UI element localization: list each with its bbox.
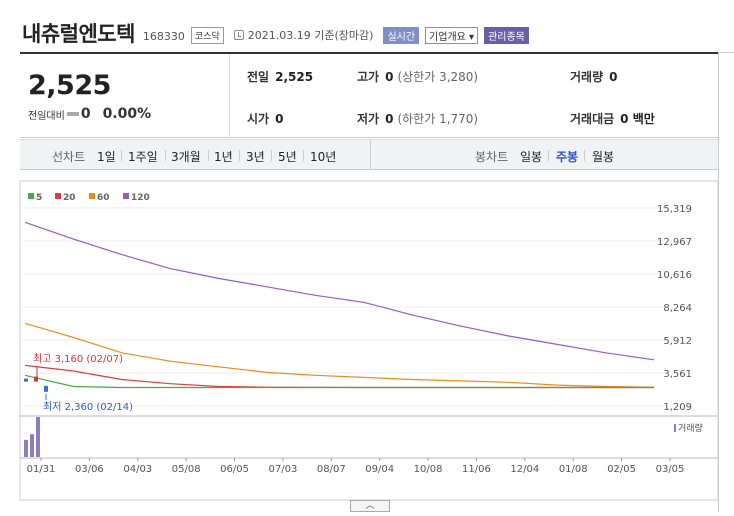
open-label: 시가: [247, 112, 270, 126]
period-1d[interactable]: 1일: [97, 150, 116, 164]
start-marker: [24, 378, 28, 382]
upper-limit: (상한가 3,280): [397, 70, 479, 84]
x-tick-label: 04/03: [123, 464, 152, 475]
legend-label-5: 5: [36, 193, 42, 203]
high-value: 0: [385, 69, 394, 84]
quote-basis: 기준(장마감): [314, 29, 374, 42]
legend-label-20: 20: [63, 193, 76, 203]
low-price: 저가 0 (하한가 1,770): [357, 110, 478, 127]
line-chart-label: 선차트: [52, 150, 86, 164]
current-price: 2,525: [28, 70, 111, 101]
high-marker: [34, 376, 38, 382]
x-tick-label: 07/03: [269, 464, 298, 475]
change-value: 0: [80, 106, 91, 122]
x-tick-label: 09/04: [365, 464, 394, 475]
stock-code: 168330: [142, 29, 185, 43]
x-tick-label: 06/05: [220, 464, 249, 475]
x-tick-label: 10/08: [414, 464, 443, 475]
series-line-120: [24, 221, 655, 361]
volume-label: 거래량: [678, 422, 703, 434]
period-1w[interactable]: 1주일: [128, 150, 158, 164]
price-summary: 2,525 전일대비 0 0.00%: [20, 54, 230, 138]
open-value: 0: [275, 111, 284, 126]
y-tick-label: 1,209: [663, 402, 692, 413]
high-annotation: 최고 3,160 (02/07): [33, 353, 123, 365]
candle-weekly[interactable]: 주봉: [556, 150, 579, 164]
watch-badge: 관리종목: [484, 26, 529, 44]
quote-date: 2021.03.19: [247, 28, 311, 42]
price-change: 전일대비 0 0.00%: [28, 106, 151, 122]
low-value: 0: [385, 111, 394, 126]
company-info-label: 기업개요: [429, 31, 466, 43]
y-tick-label: 5,912: [663, 336, 692, 347]
change-percent: 0.00%: [102, 106, 152, 122]
volume-bar: [30, 434, 34, 457]
collapse-toggle[interactable]: ︿: [350, 500, 390, 512]
high-price: 고가 0 (상한가 3,280): [357, 68, 478, 85]
change-label: 전일대비: [28, 110, 65, 122]
volume-bar: [24, 439, 28, 457]
stock-name: 내츄럴엔도텍: [22, 22, 135, 46]
period-3y[interactable]: 3년: [246, 150, 265, 164]
period-1y[interactable]: 1년: [214, 150, 233, 164]
lower-limit: (하한가 1,770): [397, 112, 479, 126]
low-annotation: 최저 2,360 (02/14): [43, 401, 133, 413]
open-price: 시가 0: [247, 110, 283, 127]
period-3m[interactable]: 3개월: [171, 150, 201, 164]
clock-icon: [233, 30, 244, 40]
low-marker: [44, 385, 48, 392]
caret-down-icon: ▾: [469, 31, 475, 43]
x-tick-label: 05/08: [172, 464, 201, 475]
trade-value-amount: 0 백만: [620, 112, 655, 126]
volume-label: 거래량: [570, 70, 604, 84]
legend-swatch-20: [55, 193, 61, 199]
trade-value: 거래대금 0 백만: [570, 110, 655, 127]
legend-swatch-60: [89, 193, 95, 199]
trade-value-label: 거래대금: [570, 112, 615, 126]
y-tick-label: 10,616: [657, 270, 692, 281]
x-tick-label: 08/07: [317, 464, 346, 475]
volume-value: 0: [609, 69, 618, 84]
x-tick-label: 01/08: [559, 464, 588, 475]
period-bar: 선차트 1일 1주일 3개월 1년 3년 5년 10년 봉차트 일봉 주봉 월봉: [20, 139, 718, 170]
x-tick-label: 11/06: [462, 464, 491, 475]
x-tick-label: 02/05: [607, 464, 636, 475]
legend-label-120: 120: [131, 193, 150, 203]
legend-swatch-120: [123, 193, 129, 199]
company-info-dropdown[interactable]: 기업개요 ▾: [425, 26, 479, 44]
low-label: 저가: [357, 112, 380, 126]
date-info: 2021.03.19 기준(장마감): [233, 27, 374, 43]
x-tick-label: 03/06: [75, 464, 104, 475]
prev-value: 2,525: [275, 69, 314, 84]
series-line-5: [24, 374, 654, 389]
y-tick-label: 3,561: [663, 369, 692, 380]
stock-header: 내츄럴엔도텍 168330 코스닥 2021.03.19 기준(장마감) 실시간…: [22, 16, 529, 50]
legend-label-60: 60: [97, 193, 110, 203]
volume-legend-swatch: [674, 424, 676, 432]
flat-icon: [66, 112, 79, 116]
y-tick-label: 15,319: [657, 204, 692, 215]
volume-bar: [36, 417, 40, 457]
market-badge: 코스닥: [190, 26, 224, 44]
volume: 거래량 0: [570, 68, 617, 85]
chevron-up-icon: ︿: [365, 501, 375, 511]
x-tick-label: 03/05: [656, 464, 685, 475]
y-tick-label: 8,264: [663, 303, 692, 314]
prev-close: 전일 2,525: [247, 68, 313, 85]
candle-monthly[interactable]: 월봉: [592, 150, 615, 164]
prev-label: 전일: [247, 70, 270, 84]
period-5y[interactable]: 5년: [278, 150, 297, 164]
period-10y[interactable]: 10년: [310, 150, 337, 164]
y-tick-label: 12,967: [657, 237, 692, 248]
x-tick-label: 12/04: [510, 464, 539, 475]
series-line-60: [24, 322, 655, 388]
candle-chart-label: 봉차트: [475, 150, 509, 164]
candle-daily[interactable]: 일봉: [520, 150, 543, 164]
quote-panel: 2,525 전일대비 0 0.00% 전일 2,525 고가 0 (상한가 3,…: [20, 52, 718, 138]
x-tick-label: 01/31: [27, 464, 56, 475]
legend-swatch-5: [28, 193, 34, 199]
high-label: 고가: [357, 70, 380, 84]
realtime-button[interactable]: 실시간: [383, 26, 420, 44]
